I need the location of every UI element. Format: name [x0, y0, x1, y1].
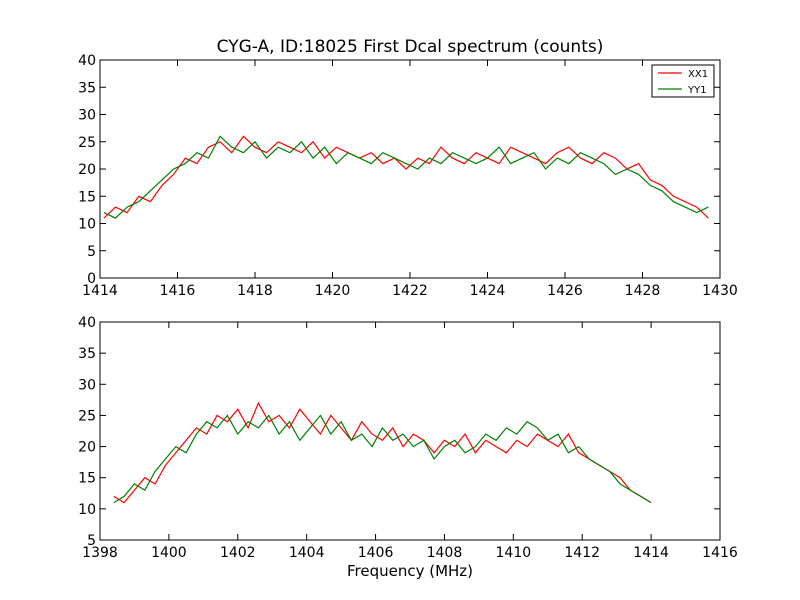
legend-box	[651, 64, 715, 98]
top-panel: 1414 1416 1418 1420 1422 1424 1426 1428 1430 0 5 10…	[78, 53, 738, 299]
top-x-tick-label: 1418	[237, 283, 273, 299]
chart-title: CYG-A, ID:18025 First Dcal spectrum (cou…	[217, 37, 604, 57]
bottom-panel-frame	[99, 321, 721, 541]
legend-xx1-label: XX1	[688, 69, 708, 80]
top-y-tick-label: 35	[78, 80, 96, 96]
top-y-tick-label: 0	[87, 271, 96, 287]
top-y-tick-label: 15	[78, 189, 96, 205]
bottom-x-tick-label: 1414	[633, 545, 669, 561]
bottom-y-tick-label: 15	[78, 471, 96, 487]
top-x-tick-label: 1414	[82, 283, 118, 299]
bottom-y-tick-label: 25	[78, 408, 96, 424]
bottom-panel-ticks: 1398 1400 1402 1404 1406 1408 1410 1412 1414 1416…	[78, 315, 738, 561]
top-x-tick-label: 1422	[392, 283, 428, 299]
bottom-series-yy1-line	[113, 414, 652, 504]
bottom-y-tick-label: 30	[78, 377, 96, 393]
bottom-y-tick-label: 40	[78, 315, 96, 331]
top-y-tick-label: 10	[78, 217, 96, 233]
top-x-tick-label: 1428	[625, 283, 661, 299]
x-axis-label: Frequency (MHz)	[347, 562, 473, 580]
bottom-y-tick-label: 5	[87, 533, 96, 549]
top-x-tick-label: 1426	[547, 283, 583, 299]
bottom-panel-lines	[113, 401, 652, 504]
top-series-yy1-line	[103, 135, 709, 219]
bottom-x-tick-label: 1406	[358, 545, 394, 561]
bottom-x-tick-label: 1416	[702, 545, 738, 561]
top-y-tick-label: 40	[78, 53, 96, 69]
top-series-xx1-line	[103, 135, 709, 219]
legend-yy1-label: YY1	[687, 85, 707, 96]
bottom-x-tick-label: 1410	[496, 545, 532, 561]
top-y-tick-label: 30	[78, 108, 96, 124]
top-x-tick-label: 1416	[160, 283, 196, 299]
legend: XX1 YY1	[651, 64, 715, 98]
top-y-tick-label: 5	[87, 244, 96, 260]
top-panel-ticks: 1414 1416 1418 1420 1422 1424 1426 1428 1430 0 5 10…	[78, 53, 738, 299]
bottom-y-tick-label: 35	[78, 346, 96, 362]
bottom-x-tick-label: 1398	[82, 545, 118, 561]
top-x-tick-label: 1424	[470, 283, 506, 299]
bottom-x-tick-label: 1402	[220, 545, 256, 561]
bottom-x-tick-label: 1412	[564, 545, 600, 561]
bottom-y-tick-label: 10	[78, 502, 96, 518]
bottom-x-tick-label: 1404	[289, 545, 325, 561]
top-y-tick-label: 20	[78, 162, 96, 178]
bottom-series-xx1-line	[113, 401, 652, 504]
bottom-y-tick-label: 20	[78, 440, 96, 456]
top-x-tick-label: 1430	[702, 283, 738, 299]
top-panel-lines	[103, 135, 709, 219]
bottom-x-tick-label: 1408	[427, 545, 463, 561]
bottom-panel: 1398 1400 1402 1404 1406 1408 1410 1412 1414 1416…	[78, 315, 738, 561]
bottom-x-tick-label: 1400	[151, 545, 187, 561]
top-x-tick-label: 1420	[315, 283, 351, 299]
top-y-tick-label: 25	[78, 135, 96, 151]
